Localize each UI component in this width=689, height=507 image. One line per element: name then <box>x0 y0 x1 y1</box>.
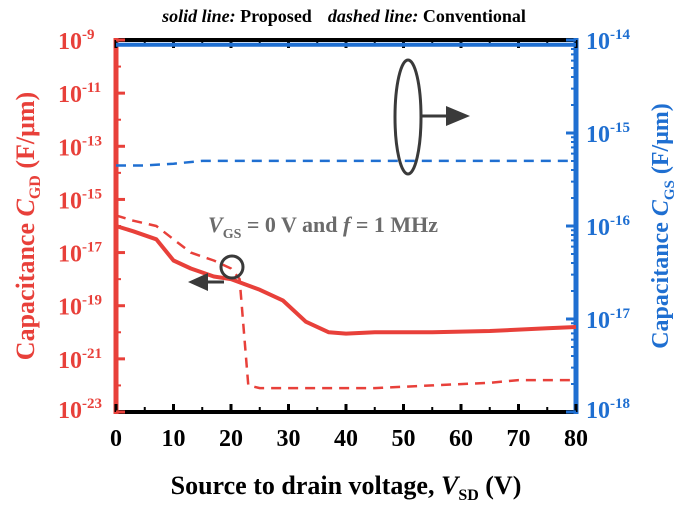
right-tick-label: 10-16 <box>586 213 630 241</box>
x-tick-label: 70 <box>507 426 531 452</box>
right-tick-label: 10-17 <box>586 306 630 334</box>
x-tick-label: 40 <box>334 426 358 452</box>
x-tick-label: 80 <box>564 426 588 452</box>
x-axis-title: Source to drain voltage, VSD (V) <box>171 471 522 504</box>
left-tick-label: 10-9 <box>58 27 95 55</box>
x-tick-label: 60 <box>449 426 473 452</box>
condition-annotation: VGS = 0 V and f = 1 MHz <box>208 212 438 242</box>
right-axis-ticks: 10-18 10-17 10-16 10-15 10-14 <box>566 27 630 424</box>
left-axis-ticks: 10-23 10-21 10-19 10-17 10-15 10-13 10-11 10-9 <box>58 27 125 424</box>
left-tick-label: 10-17 <box>58 240 102 268</box>
series-left-dashed <box>115 214 576 390</box>
left-tick-label: 10-13 <box>58 133 102 161</box>
left-tick-label: 10-11 <box>58 80 101 108</box>
right-tick-label: 10-14 <box>586 27 630 55</box>
left-axis-title: Capacitance CGD (F/μm) <box>11 92 44 360</box>
left-series-marker-circle <box>219 254 245 280</box>
left-tick-label: 10-19 <box>58 293 102 321</box>
right-tick-label: 10-18 <box>586 396 630 424</box>
x-tick-label: 0 <box>110 426 122 452</box>
left-tick-label: 10-15 <box>58 186 102 214</box>
series-layer <box>115 42 577 390</box>
series-right-dashed <box>116 159 576 167</box>
x-axis-ticks: 0 10 20 30 40 50 60 70 80 <box>110 40 588 452</box>
x-tick-label: 10 <box>162 426 186 452</box>
x-tick-label: 20 <box>219 426 243 452</box>
left-tick-label: 10-21 <box>58 346 102 374</box>
left-tick-label: 10-23 <box>58 396 102 424</box>
right-series-marker-ellipse <box>393 58 423 176</box>
x-tick-label: 30 <box>277 426 301 452</box>
right-tick-label: 10-15 <box>586 120 630 148</box>
x-tick-label: 50 <box>392 426 416 452</box>
legend-note: solid line: Proposed dashed line: Convent… <box>161 6 526 26</box>
right-arrow-head <box>446 106 470 126</box>
series-left-solid <box>115 224 577 336</box>
right-axis-title: Capacitance CGS (F/μm) <box>648 103 678 349</box>
left-arrow-head <box>188 273 208 291</box>
